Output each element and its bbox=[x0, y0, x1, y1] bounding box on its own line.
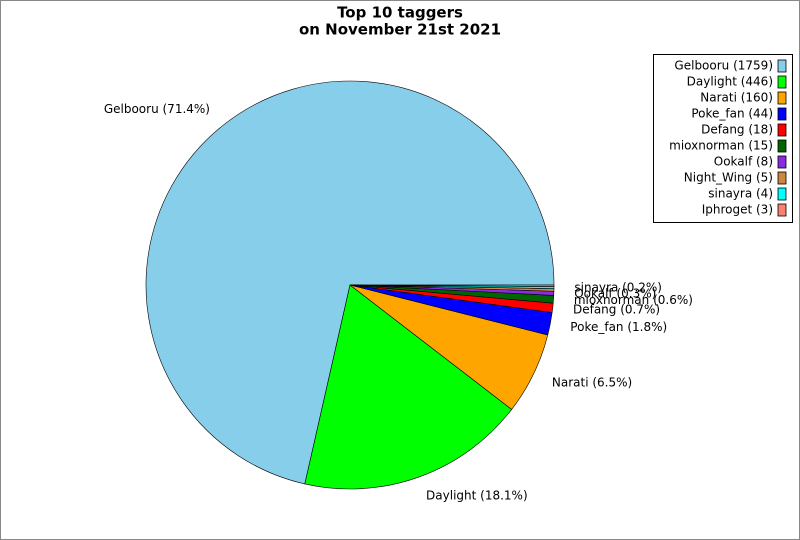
legend-label: mioxnorman (15) bbox=[669, 139, 773, 153]
legend-swatch bbox=[777, 107, 787, 121]
slice-label: Defang (0.7%) bbox=[573, 303, 660, 317]
legend-label: Poke_fan (44) bbox=[691, 107, 773, 121]
legend-swatch bbox=[777, 123, 787, 137]
legend-label: sinayra (4) bbox=[708, 187, 773, 201]
legend-label: Gelbooru (1759) bbox=[674, 59, 773, 73]
legend-label: Ookalf (8) bbox=[714, 155, 773, 169]
legend-label: Narati (160) bbox=[700, 91, 773, 105]
slice-label: mioxnorman (0.6%) bbox=[574, 293, 693, 307]
pie-slice bbox=[349, 284, 555, 287]
legend-label: Defang (18) bbox=[701, 123, 773, 137]
legend-swatch bbox=[777, 139, 787, 153]
legend-box bbox=[653, 54, 793, 223]
slice-label: Ookalf (0.3%) bbox=[574, 287, 656, 301]
pie-slice bbox=[145, 80, 555, 485]
legend-swatch bbox=[777, 91, 787, 105]
legend-swatch bbox=[777, 75, 787, 89]
chart-title: on November 21st 2021 bbox=[299, 21, 501, 39]
slice-label: Narati (6.5%) bbox=[552, 375, 632, 389]
legend-label: Night_Wing (5) bbox=[684, 171, 773, 185]
legend-label: Iphroget (3) bbox=[702, 203, 773, 217]
chart-title: Top 10 taggers bbox=[337, 4, 463, 22]
legend-swatch bbox=[777, 171, 787, 185]
legend-swatch bbox=[777, 59, 787, 73]
legend-swatch bbox=[777, 203, 787, 217]
legend: Gelbooru (1759) Daylight (446) Narati (160… bbox=[653, 54, 793, 223]
slice-label: sinayra (0.2%) bbox=[574, 280, 662, 294]
legend-label: Daylight (446) bbox=[687, 75, 773, 89]
slice-label: Gelbooru (71.4%) bbox=[104, 102, 210, 116]
legend-swatch bbox=[777, 155, 787, 169]
slice-label: Poke_fan (1.8%) bbox=[570, 320, 667, 334]
pie-slice bbox=[304, 284, 513, 490]
slice-label: Daylight (18.1%) bbox=[426, 489, 528, 503]
pie: Gelbooru (71.4%) Daylight (18.1%) Narati (… bbox=[104, 80, 693, 503]
legend-swatch bbox=[777, 187, 787, 201]
